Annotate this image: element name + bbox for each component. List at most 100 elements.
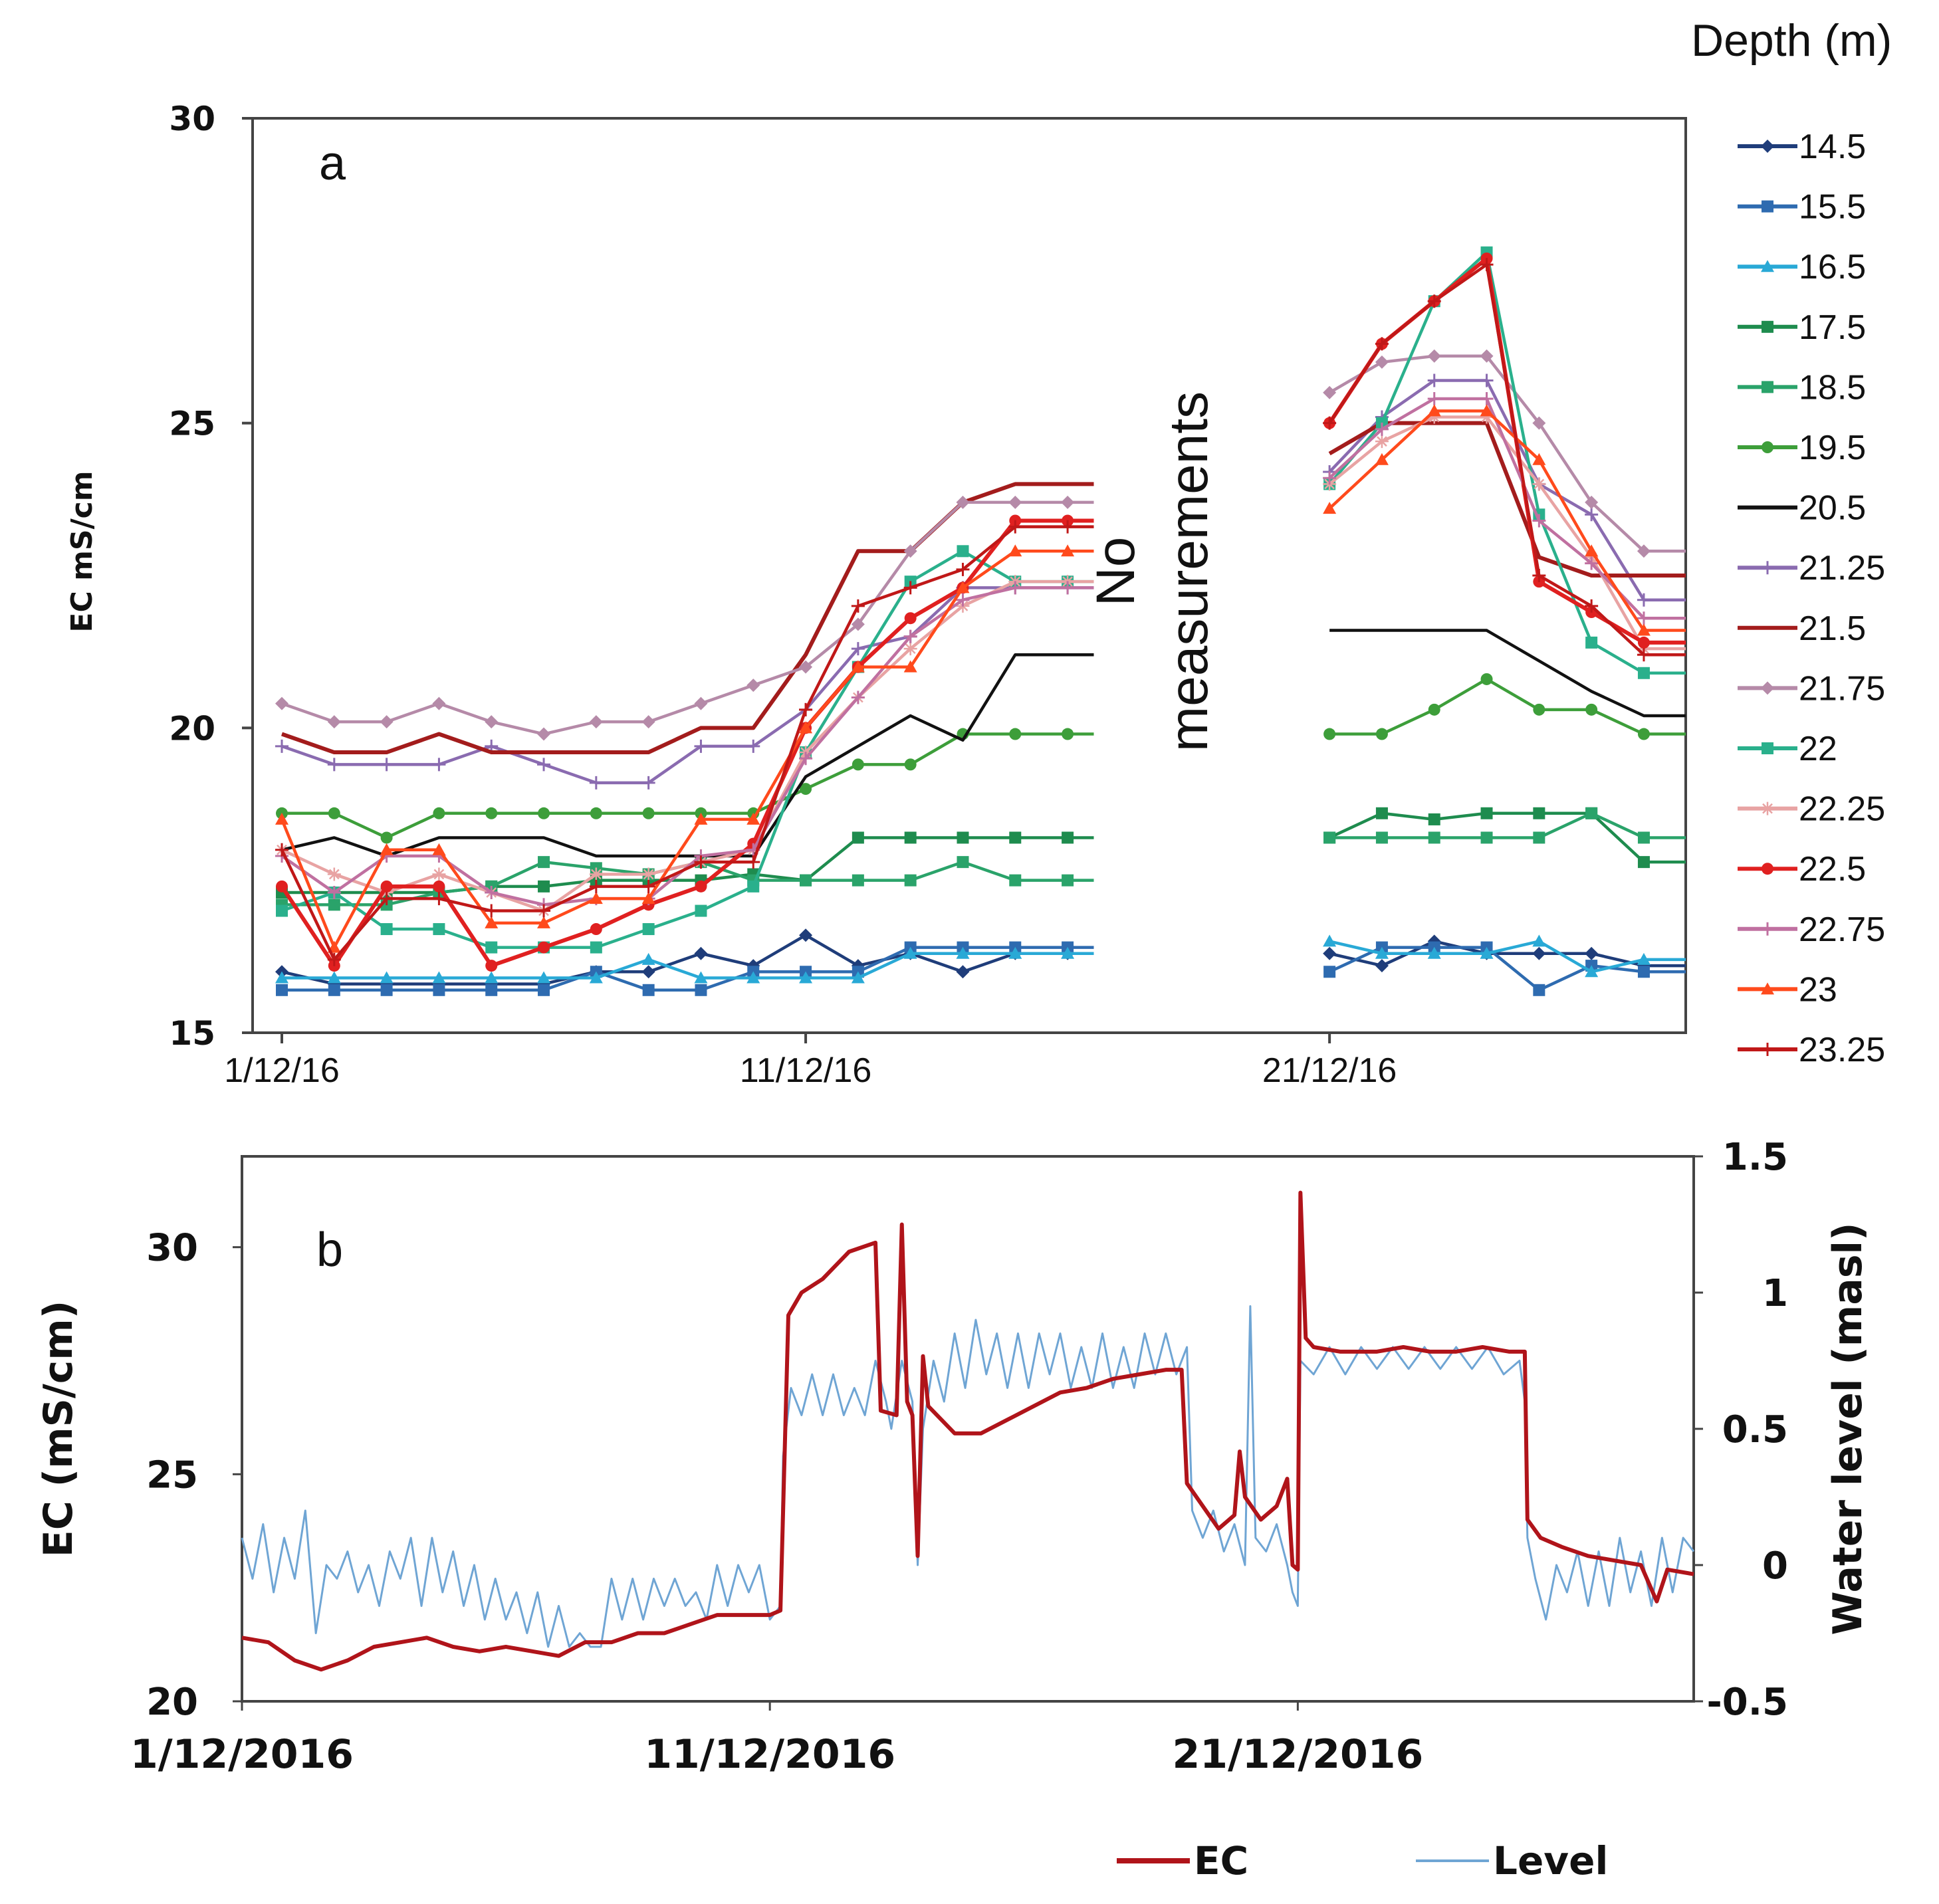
data-point [746, 679, 760, 692]
data-point [537, 758, 551, 772]
panel-b-y-ticks-left: 20 25 30 [146, 1227, 242, 1724]
data-point [957, 856, 969, 869]
data-point [1062, 728, 1074, 740]
data-point [433, 807, 445, 819]
data-point [1009, 728, 1022, 740]
legend-swatch-marker [1761, 922, 1774, 936]
data-point [432, 843, 446, 855]
data-point [538, 807, 550, 819]
data-point [1062, 874, 1074, 887]
series-depth-23-25 [275, 258, 1686, 966]
data-point [1428, 703, 1440, 716]
data-point [1637, 648, 1651, 662]
data-point [380, 758, 394, 772]
data-point [538, 880, 550, 893]
data-point [642, 807, 655, 819]
data-point [432, 867, 446, 881]
y-tick-label-right: 1 [1762, 1272, 1788, 1315]
data-point [641, 867, 655, 881]
data-point [694, 696, 708, 710]
data-point [903, 581, 917, 595]
panel-a: 15 20 25 30 1/12/16 11/12/16 21/12/16 a EC mS… [65, 15, 1892, 1090]
data-point [694, 739, 708, 753]
y-tick-label-right: -0.5 [1707, 1681, 1788, 1724]
data-point [1585, 807, 1598, 819]
legend-item: 22 [1738, 730, 1837, 768]
data-point [851, 690, 865, 704]
data-point [903, 660, 917, 673]
legend-label: 22 [1799, 730, 1837, 768]
data-point [1637, 831, 1650, 844]
x-tick-label: 11/12/16 [740, 1051, 872, 1090]
data-point [1480, 404, 1494, 417]
data-point [1533, 703, 1545, 716]
data-point [746, 855, 760, 869]
data-point [1323, 946, 1337, 960]
data-point [589, 867, 603, 881]
data-point [851, 971, 865, 984]
data-point [1427, 391, 1441, 405]
legend-label: 23.25 [1799, 1031, 1885, 1069]
legend-label: 16.5 [1799, 248, 1866, 286]
panel-a-plot-frame [251, 117, 1687, 1034]
data-point [1637, 728, 1650, 740]
data-point [852, 758, 864, 771]
data-point [904, 874, 917, 887]
data-point [1008, 581, 1022, 595]
data-point [1637, 611, 1651, 625]
data-point [956, 495, 970, 509]
data-point [1375, 807, 1388, 819]
legend-item: 17.5 [1738, 308, 1866, 347]
y-tick-label-right: 0 [1762, 1544, 1788, 1588]
legend-swatch-marker [1761, 140, 1774, 153]
data-point [799, 702, 813, 716]
legend-item: 23 [1738, 970, 1837, 1009]
panel-a-y-axis-title: EC mS/cm [65, 471, 99, 632]
legend-item: 16.5 [1738, 248, 1866, 286]
y-tick-label: 30 [146, 1227, 198, 1270]
legend-item: 22.5 [1738, 850, 1866, 889]
data-point [1480, 349, 1494, 363]
data-point [851, 660, 865, 673]
data-point [1637, 667, 1650, 679]
panel-a-series-group [275, 246, 1686, 996]
y-tick-label: 25 [169, 405, 215, 443]
data-point [747, 880, 760, 893]
data-point [380, 843, 394, 855]
series-line [1328, 251, 1686, 675]
legend-label: 17.5 [1799, 308, 1866, 347]
data-point [799, 971, 813, 984]
legend-item: 21.5 [1738, 609, 1866, 648]
y-tick-label: 15 [169, 1014, 215, 1053]
data-point [746, 739, 760, 753]
legend-swatch-marker [1761, 260, 1774, 272]
series-line [1329, 811, 1686, 864]
data-point [380, 892, 394, 906]
data-point [1637, 966, 1650, 978]
data-point [485, 960, 498, 972]
data-point [485, 715, 499, 729]
data-point [641, 715, 655, 729]
data-point [903, 629, 917, 643]
y-tick-label: 20 [169, 709, 215, 748]
data-point [956, 562, 970, 576]
data-point [1585, 508, 1599, 522]
data-point [537, 727, 551, 741]
series-line [1329, 811, 1686, 839]
series-line [1329, 677, 1686, 736]
data-point [642, 923, 655, 936]
data-point [432, 758, 446, 772]
data-point [1637, 952, 1651, 965]
data-point [641, 892, 655, 904]
data-point [380, 831, 393, 844]
data-point [956, 946, 970, 959]
data-point [275, 971, 288, 984]
legend-item: 23.25 [1738, 1031, 1885, 1069]
data-point [904, 758, 917, 771]
data-point [1585, 703, 1598, 716]
data-point [1532, 946, 1546, 960]
data-point [1532, 416, 1546, 430]
data-point [746, 971, 760, 984]
data-point [957, 545, 969, 558]
